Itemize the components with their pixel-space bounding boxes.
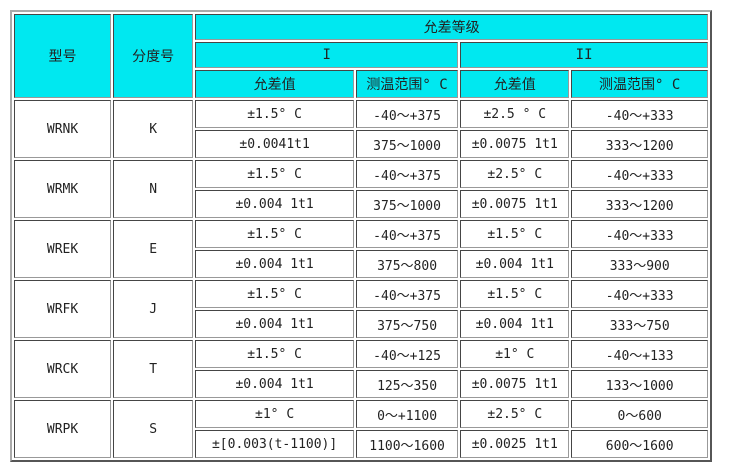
cell-range-1: 0～+1100 xyxy=(356,400,459,428)
cell-graduation: K xyxy=(113,100,194,158)
cell-range-2: -40～+333 xyxy=(571,100,708,128)
cell-tolerance-2: ±0.0075 1t1 xyxy=(460,190,570,218)
cell-range-1: -40～+125 xyxy=(356,340,459,368)
header-tolerance-class: 允差等级 xyxy=(195,14,708,40)
cell-range-2: -40～+333 xyxy=(571,160,708,188)
table-row: WRPK S ±1° C 0～+1100 ±2.5° C 0～600 xyxy=(14,400,708,458)
cell-graduation: N xyxy=(113,160,194,218)
cell-range-1: 375～1000 xyxy=(356,130,459,158)
cell-tolerance-1: ±1° C xyxy=(195,400,354,428)
cell-tolerance-2: ±0.0075 1t1 xyxy=(460,130,570,158)
cell-graduation: E xyxy=(113,220,194,278)
cell-tolerance-2: ±0.0075 1t1 xyxy=(460,370,570,398)
cell-range-1: -40～+375 xyxy=(356,220,459,248)
cell-tolerance-2: ±0.004 1t1 xyxy=(460,310,570,338)
cell-model: WRNK xyxy=(14,100,112,158)
table-row: ±[0.003(t-1100)] 1100～1600 ±0.0025 1t1 600～… xyxy=(14,430,708,458)
cell-range-2: -40～+333 xyxy=(571,280,708,308)
cell-range-2: 333～1200 xyxy=(571,190,708,218)
cell-model: WRCK xyxy=(14,340,112,398)
header-tolerance-2: 允差值 xyxy=(460,70,570,98)
header-class-2: II xyxy=(460,42,708,68)
cell-tolerance-1: ±1.5° C xyxy=(195,160,354,188)
cell-tolerance-1: ±0.004 1t1 xyxy=(195,310,354,338)
cell-range-2: -40～+133 xyxy=(571,340,708,368)
cell-range-1: 1100～1600 xyxy=(356,430,459,458)
cell-tolerance-2: ±0.0025 1t1 xyxy=(460,430,570,458)
table-row: ±0.004 1t1 375～800 ±0.004 1t1 333～900 xyxy=(14,250,708,278)
cell-range-1: 375～1000 xyxy=(356,190,459,218)
cell-range-2: 600～1600 xyxy=(571,430,708,458)
header-graduation: 分度号 xyxy=(113,14,194,98)
cell-tolerance-1: ±0.004 1t1 xyxy=(195,250,354,278)
cell-range-2: 333～750 xyxy=(571,310,708,338)
table-row: WRCK T ±1.5° C -40～+125 ±1° C -40～+133 xyxy=(14,340,708,398)
cell-graduation: J xyxy=(113,280,194,338)
cell-model: WRMK xyxy=(14,160,112,218)
cell-range-1: 125～350 xyxy=(356,370,459,398)
table-row: WRNK K ±1.5° C -40～+375 ±2.5 ° C -40～+333 xyxy=(14,100,708,158)
header-range-2: 测温范围° C xyxy=(571,70,708,98)
cell-tolerance-2: ±0.004 1t1 xyxy=(460,250,570,278)
cell-range-1: -40～+375 xyxy=(356,100,459,128)
table-row: ±0.0041t1 375～1000 ±0.0075 1t1 333～1200 xyxy=(14,130,708,158)
header-tolerance-1: 允差值 xyxy=(195,70,354,98)
cell-tolerance-2: ±2.5° C xyxy=(460,400,570,428)
header-model: 型号 xyxy=(14,14,112,98)
cell-tolerance-1: ±0.004 1t1 xyxy=(195,190,354,218)
cell-model: WRFK xyxy=(14,280,112,338)
cell-range-2: 333～900 xyxy=(571,250,708,278)
header-class-1: I xyxy=(195,42,459,68)
cell-tolerance-1: ±1.5° C xyxy=(195,280,354,308)
cell-model: WREK xyxy=(14,220,112,278)
table-row: WRMK N ±1.5° C -40～+375 ±2.5° C -40～+333 xyxy=(14,160,708,218)
cell-graduation: T xyxy=(113,340,194,398)
cell-range-2: 133～1000 xyxy=(571,370,708,398)
cell-tolerance-1: ±0.004 1t1 xyxy=(195,370,354,398)
cell-range-2: -40～+333 xyxy=(571,220,708,248)
cell-tolerance-2: ±2.5° C xyxy=(460,160,570,188)
cell-range-1: -40～+375 xyxy=(356,280,459,308)
cell-tolerance-2: ±1.5° C xyxy=(460,220,570,248)
cell-tolerance-1: ±1.5° C xyxy=(195,340,354,368)
cell-tolerance-1: ±[0.003(t-1100)] xyxy=(195,430,354,458)
cell-range-2: 0～600 xyxy=(571,400,708,428)
cell-tolerance-2: ±1° C xyxy=(460,340,570,368)
header-range-1: 测温范围° C xyxy=(356,70,459,98)
cell-tolerance-2: ±1.5° C xyxy=(460,280,570,308)
cell-tolerance-1: ±1.5° C xyxy=(195,100,354,128)
cell-range-1: -40～+375 xyxy=(356,160,459,188)
cell-range-1: 375～800 xyxy=(356,250,459,278)
cell-graduation: S xyxy=(113,400,194,458)
table-row: ±0.004 1t1 375～750 ±0.004 1t1 333～750 xyxy=(14,310,708,338)
cell-model: WRPK xyxy=(14,400,112,458)
cell-tolerance-1: ±0.0041t1 xyxy=(195,130,354,158)
cell-tolerance-2: ±2.5 ° C xyxy=(460,100,570,128)
thermocouple-spec-table: 型号 分度号 允差等级 I II 允差值 测温范围° C 允差值 测温范围° C… xyxy=(10,10,712,462)
cell-range-1: 375～750 xyxy=(356,310,459,338)
cell-tolerance-1: ±1.5° C xyxy=(195,220,354,248)
table-row: ±0.004 1t1 375～1000 ±0.0075 1t1 333～1200 xyxy=(14,190,708,218)
table-row: WRFK J ±1.5° C -40～+375 ±1.5° C -40～+333 xyxy=(14,280,708,338)
table-row: ±0.004 1t1 125～350 ±0.0075 1t1 133～1000 xyxy=(14,370,708,398)
table-row: WREK E ±1.5° C -40～+375 ±1.5° C -40～+333 xyxy=(14,220,708,278)
cell-range-2: 333～1200 xyxy=(571,130,708,158)
